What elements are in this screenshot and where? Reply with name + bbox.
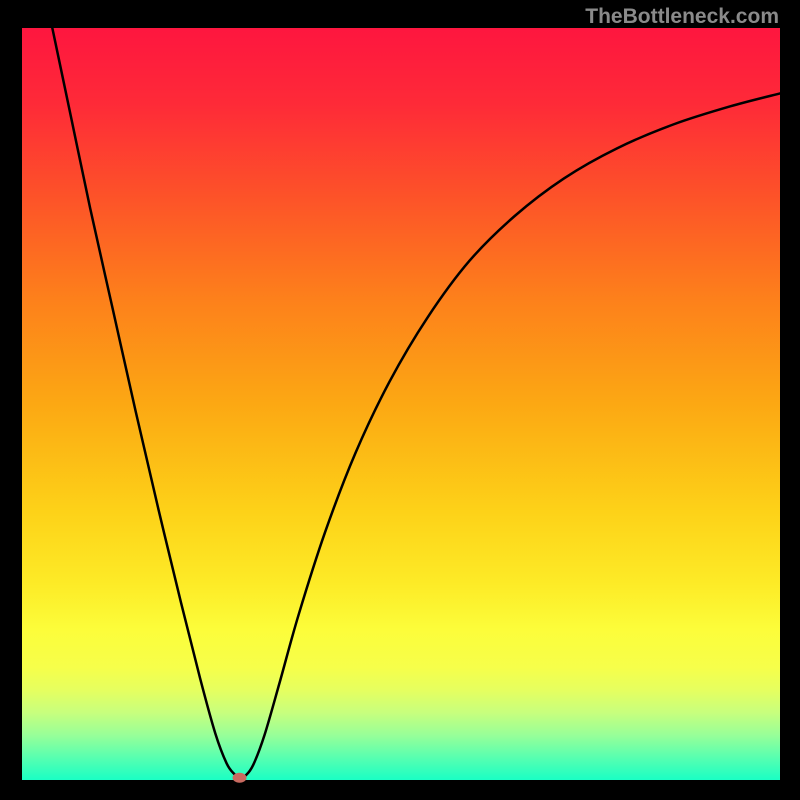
minimum-marker bbox=[233, 773, 247, 783]
bottleneck-curve bbox=[22, 28, 780, 780]
plot-area bbox=[0, 0, 800, 800]
curve-line bbox=[52, 28, 780, 778]
attribution-text: TheBottleneck.com bbox=[585, 5, 779, 29]
